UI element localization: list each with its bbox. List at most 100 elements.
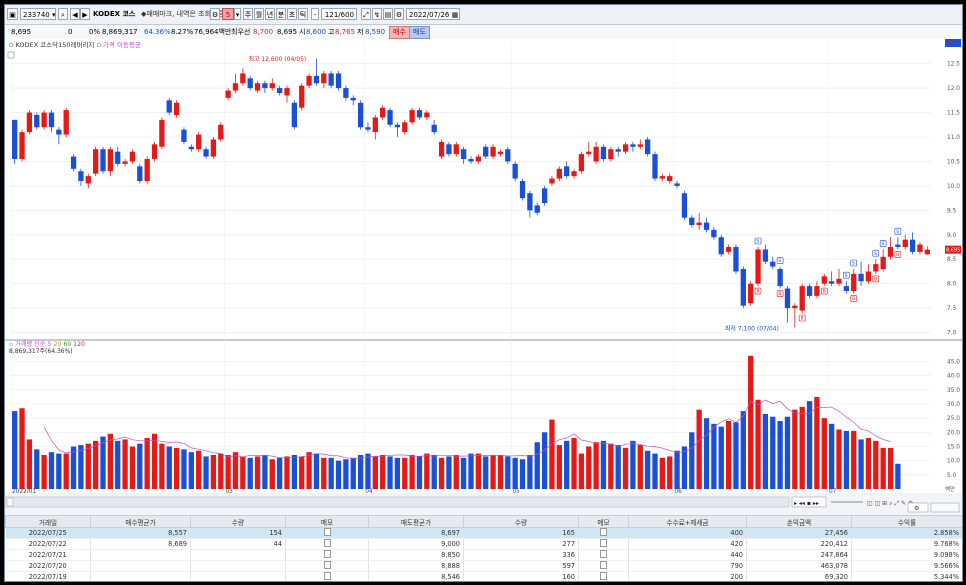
table-row[interactable]: 2022/07/21 8,850 336 440 247,864 9.098% bbox=[5, 549, 962, 561]
candle-body bbox=[696, 222, 702, 225]
cell-sell-avg: 8,888 bbox=[368, 560, 464, 572]
zoom-icon[interactable]: ⤢ bbox=[361, 8, 371, 20]
trade-marker-box bbox=[850, 259, 858, 267]
table-row[interactable]: 2022/07/19 8,546 160 200 69,320 5.344% bbox=[5, 571, 962, 581]
table-row[interactable]: 2022/07/22 8,689 44 9,000 277 420 220,41… bbox=[5, 538, 962, 550]
scroll-nav-buttons[interactable] bbox=[791, 496, 827, 508]
cell-sell-qty: 160 bbox=[463, 571, 579, 581]
candle-body bbox=[519, 181, 526, 199]
col-buy-memo[interactable]: 메모 bbox=[285, 515, 369, 528]
col-sell-qty[interactable]: 수량 bbox=[463, 515, 579, 528]
volume-bar bbox=[586, 446, 592, 489]
volume-bar bbox=[564, 440, 570, 489]
next-button[interactable] bbox=[930, 502, 960, 513]
memo-icon[interactable] bbox=[578, 527, 629, 539]
layout-icon[interactable]: ▣ bbox=[7, 8, 18, 20]
candle-body bbox=[26, 112, 33, 133]
price-tick-label: 8.5 bbox=[947, 257, 957, 263]
memo-icon[interactable] bbox=[578, 538, 629, 550]
memo-icon[interactable] bbox=[285, 527, 369, 539]
horizontal-scrollbar[interactable] bbox=[5, 496, 790, 508]
volume-bar bbox=[12, 411, 18, 489]
table-row[interactable]: 2022/07/25 8,557 154 8,697 165 400 27,45… bbox=[5, 527, 962, 539]
candle-body bbox=[556, 168, 562, 179]
options-icon[interactable]: ⚙ bbox=[394, 8, 404, 20]
sell-button[interactable]: 매도 bbox=[409, 26, 430, 39]
volume-bar bbox=[490, 455, 496, 489]
cell-fee: 400 bbox=[628, 527, 747, 539]
col-date[interactable]: 거래일 bbox=[5, 515, 91, 528]
prev-stock-icon[interactable]: ◀ bbox=[70, 8, 80, 20]
candle-body bbox=[858, 273, 864, 282]
memo-icon[interactable] bbox=[285, 538, 369, 550]
price-volume-chart[interactable]: 12.5 12.0 11.5 11.0 10.5 10.0 9.5 9.0 8.5 8.0 7.5 7… bbox=[5, 39, 962, 515]
candle-body bbox=[571, 171, 577, 177]
candle-body bbox=[755, 249, 761, 284]
memo-icon[interactable] bbox=[285, 549, 369, 561]
period-number[interactable]: 5 bbox=[222, 8, 234, 20]
settings-icon[interactable]: ⚙ bbox=[210, 8, 220, 20]
stock-code-input[interactable]: 233740 ▾ bbox=[20, 8, 56, 20]
period-second[interactable]: 초 bbox=[287, 8, 297, 20]
candle-body bbox=[34, 115, 40, 128]
candle-body bbox=[541, 188, 548, 203]
memo-icon[interactable] bbox=[578, 549, 629, 561]
volume-bar bbox=[343, 459, 349, 489]
volume-bar bbox=[615, 445, 621, 489]
cell-sell-qty: 165 bbox=[463, 527, 579, 539]
period-minute[interactable]: 분 bbox=[276, 8, 286, 20]
period-month[interactable]: 월 bbox=[254, 8, 264, 20]
period-week[interactable]: 주 bbox=[243, 8, 253, 20]
volume-bar bbox=[622, 447, 629, 489]
memo-icon[interactable] bbox=[578, 571, 629, 581]
candle-body bbox=[505, 149, 511, 162]
panel-collapse-icon[interactable] bbox=[7, 51, 15, 59]
candle-body bbox=[593, 146, 599, 162]
candle-body bbox=[836, 278, 842, 284]
tool-icons[interactable]: ◫ ◫ ⊞ ⌕ ⤢ ✎ ⚙ bbox=[867, 500, 913, 507]
volume-bar bbox=[387, 456, 393, 489]
time-tick-label: 07 bbox=[829, 489, 837, 495]
volume-bar bbox=[92, 440, 99, 489]
next-stock-icon[interactable]: ▶ bbox=[80, 8, 90, 20]
memo-icon[interactable] bbox=[578, 560, 629, 572]
volume-bar bbox=[880, 447, 886, 489]
scroll-left-arrow[interactable] bbox=[6, 497, 14, 507]
period-year[interactable]: 년 bbox=[265, 8, 275, 20]
nav-arrows-icon[interactable]: ▸ ◂◂ ▪ ▸▸ bbox=[794, 500, 819, 507]
table-row[interactable]: 2022/07/20 8,888 597 790 463,078 9.566% bbox=[5, 560, 962, 572]
memo-icon[interactable] bbox=[285, 560, 369, 572]
candle-body bbox=[159, 119, 165, 147]
cell-date: 2022/07/21 bbox=[5, 549, 91, 561]
buy-button[interactable]: 매수 bbox=[389, 26, 410, 39]
col-sell-memo[interactable]: 메모 bbox=[578, 515, 629, 528]
volume-panel-title: ▫ 거래량 단순 5 20 60 120 bbox=[9, 340, 85, 348]
date-input[interactable]: 2022/07/26 ▦ bbox=[406, 8, 460, 20]
period-tick[interactable]: 틱 bbox=[298, 8, 308, 20]
settings-gear-button[interactable] bbox=[907, 502, 929, 513]
count-input[interactable]: 121/600 bbox=[321, 8, 357, 20]
col-fee[interactable]: 수수료+제세금 bbox=[628, 515, 747, 528]
period-dropdown-icon[interactable]: ▾ bbox=[234, 8, 241, 20]
trade-marker-label: S bbox=[845, 273, 848, 279]
candle-body bbox=[843, 286, 850, 291]
candle-body bbox=[181, 129, 187, 142]
count-minus[interactable]: - bbox=[311, 8, 319, 20]
save-icon[interactable]: ▤ bbox=[383, 8, 393, 20]
chart-type-icon[interactable]: ↯ bbox=[372, 8, 382, 20]
cell-rate: 9.098% bbox=[851, 549, 962, 561]
candle-body bbox=[652, 154, 658, 179]
volume-bar bbox=[578, 453, 585, 489]
col-sell-avg[interactable]: 매도평균가 bbox=[368, 515, 464, 528]
memo-icon[interactable] bbox=[285, 571, 369, 581]
price-tick-label: 12.5 bbox=[947, 62, 960, 68]
col-pnl[interactable]: 손익금액 bbox=[746, 515, 852, 528]
search-icon[interactable]: ⌕ bbox=[58, 8, 68, 20]
col-buy-qty[interactable]: 수량 bbox=[190, 515, 286, 528]
cell-sell-qty: 336 bbox=[463, 549, 579, 561]
price-tick-label: 12.0 bbox=[947, 86, 960, 92]
col-rate[interactable]: 수익률 bbox=[851, 515, 962, 528]
col-buy-avg[interactable]: 매수평균가 bbox=[90, 515, 191, 528]
trade-marker-label: B bbox=[823, 289, 826, 295]
cell-date: 2022/07/20 bbox=[5, 560, 91, 572]
